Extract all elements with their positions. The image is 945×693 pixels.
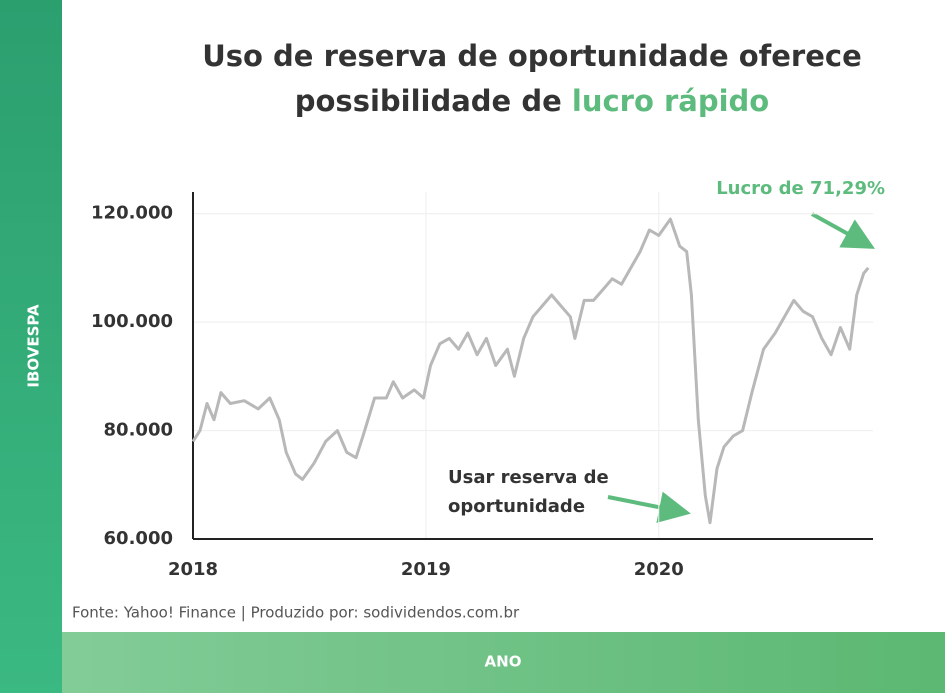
y-tick-label: 100.000 xyxy=(91,311,173,332)
annotation: Usar reserva de xyxy=(448,467,609,488)
y-tick-label: 60.000 xyxy=(104,528,173,549)
bottom-bar xyxy=(62,632,945,693)
chart-title: Uso de reserva de oportunidade oferece xyxy=(202,39,862,73)
annotation: Lucro de 71,29% xyxy=(716,178,885,199)
chart-title-line2: possibilidade de lucro rápido xyxy=(295,84,769,118)
arrow xyxy=(811,212,875,249)
y-tick-label: 120.000 xyxy=(91,203,173,224)
x-axis-label: ANO xyxy=(485,653,522,671)
y-tick-label: 80.000 xyxy=(104,420,173,441)
annotation: oportunidade xyxy=(448,496,585,517)
y-axis-label: IBOVESPA xyxy=(25,304,43,388)
title-text: possibilidade de xyxy=(295,84,562,118)
x-tick-label: 2018 xyxy=(168,559,218,580)
line xyxy=(191,217,870,525)
title-highlight: lucro rápido xyxy=(572,84,769,118)
side-bar xyxy=(0,0,62,693)
x-tick-label: 2019 xyxy=(401,559,451,580)
arrow xyxy=(607,491,691,523)
x-tick-label: 2020 xyxy=(634,559,684,580)
source: Fonte: Yahoo! Finance | Produzido por: s… xyxy=(72,604,520,622)
